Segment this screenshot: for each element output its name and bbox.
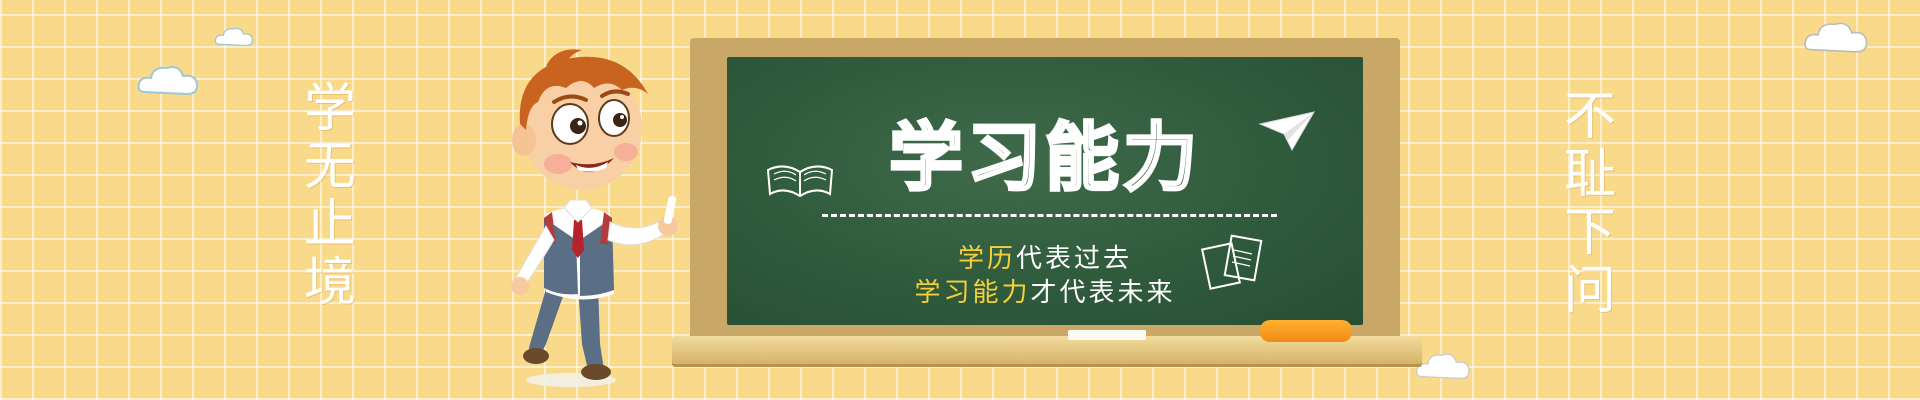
cartoon-boy-with-chalk (511, 49, 678, 387)
cloud-icon (1804, 22, 1868, 53)
eraser (1260, 320, 1352, 342)
line-2-highlight: 学习能力 (914, 278, 1031, 308)
board-line-2: 学习能力才代表未来 (727, 272, 1363, 309)
chalk-stick (1068, 330, 1146, 340)
notebooks-doodle-icon (1200, 234, 1263, 290)
dashed-divider (822, 214, 1277, 217)
board-title: 学习能力 (888, 114, 1201, 203)
cloud-icon (137, 66, 199, 96)
cloud-icon (214, 27, 253, 47)
chalkboard (727, 57, 1363, 325)
line-2-text: 才代表未来 (1030, 278, 1176, 308)
cloud-icon (1416, 353, 1470, 380)
line-1-highlight: 学历 (957, 244, 1016, 274)
motto-right: 不耻下问 (1563, 87, 1616, 321)
motto-left: 学无止境 (303, 79, 356, 313)
open-book-doodle-icon (766, 165, 834, 198)
line-1-text: 代表过去 (1016, 244, 1133, 274)
paper-airplane-icon (1258, 111, 1316, 152)
board-line-1: 学历代表过去 (727, 238, 1363, 275)
